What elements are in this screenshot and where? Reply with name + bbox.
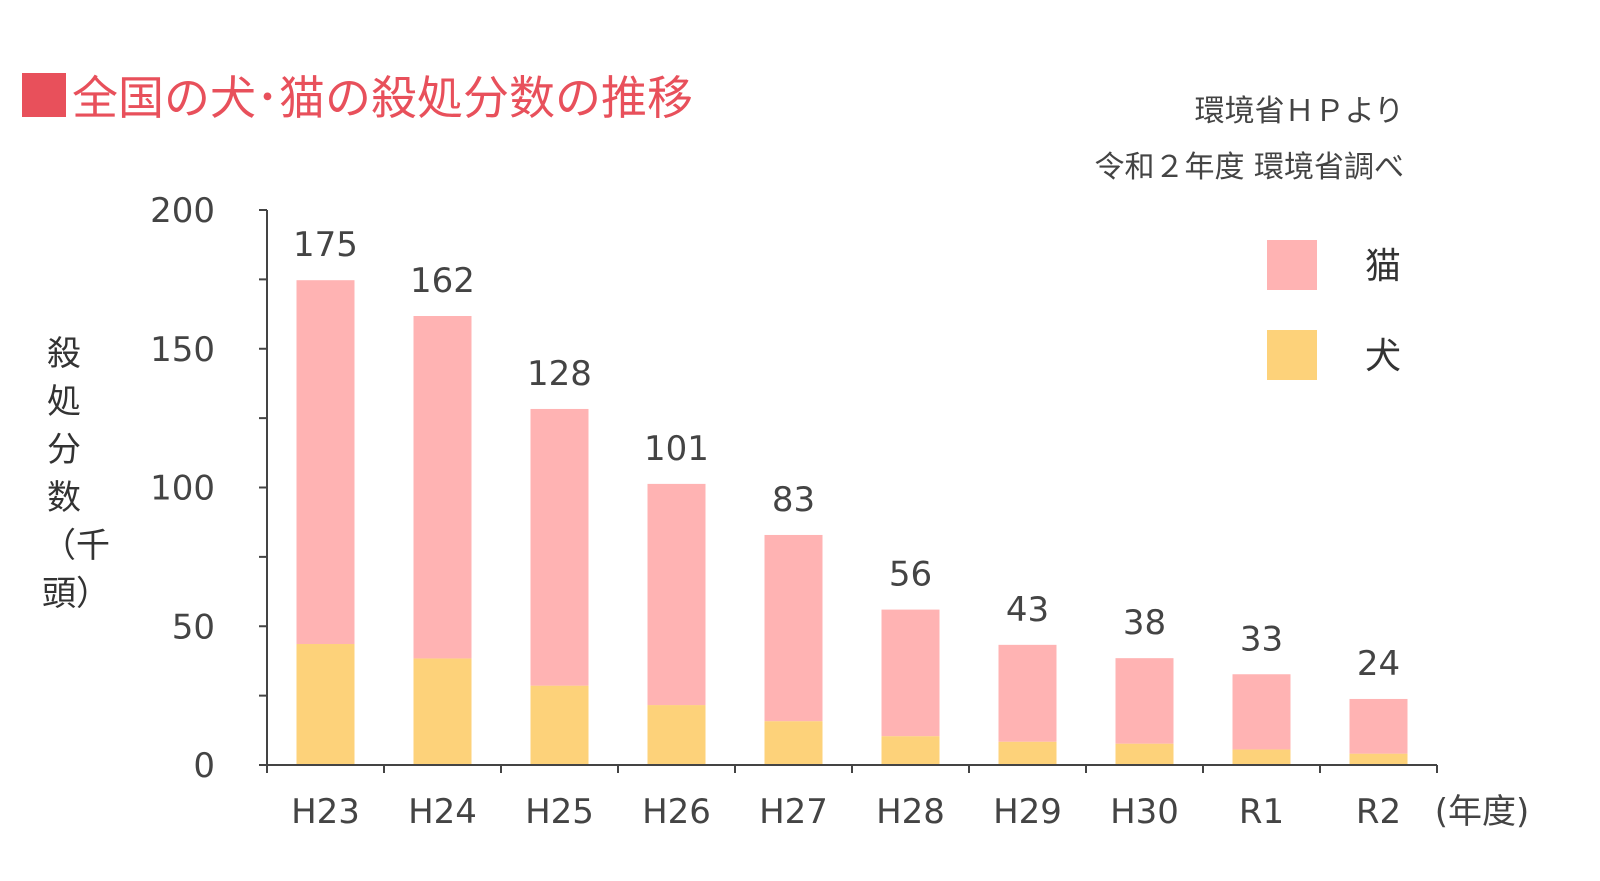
bar-dog [413,658,472,765]
bar-dog [998,741,1057,765]
data-label: 128 [527,354,592,394]
data-label: 101 [644,429,709,469]
x-tick-label: H29 [993,792,1062,832]
legend-swatch-dog [1267,330,1317,380]
data-label: 175 [293,225,358,265]
bar-cat [1349,698,1408,754]
x-tick-label: R1 [1239,792,1284,832]
bar-cat [764,534,823,722]
bar-dog [296,644,355,765]
x-tick-label: H23 [291,792,360,832]
y-tick-label: 0 [193,746,215,786]
data-label: 43 [1006,590,1049,630]
x-tick-label: H24 [408,792,477,832]
legend-label: 犬 [1365,336,1401,377]
data-label: 33 [1240,619,1283,659]
bar-dog [647,705,706,765]
bar-cat [530,408,589,686]
title-text: 全国の犬･猫の殺処分数の推移 [72,71,693,125]
x-tick-label: H28 [876,792,945,832]
x-tick-label: H30 [1110,792,1179,832]
bar-dog [881,736,940,765]
x-tick-label: H27 [759,792,828,832]
y-tick-label: 150 [150,330,215,370]
bar-dog [530,685,589,765]
bar-cat [647,483,706,706]
data-label: 162 [410,261,475,301]
data-label: 83 [772,480,815,520]
bar-dog [1115,743,1174,765]
data-label: 56 [889,555,932,595]
bar-cat [413,316,472,659]
legend-label: 猫 [1365,246,1401,287]
bar-cat [1115,658,1174,744]
x-tick-label: R2 [1356,792,1401,832]
x-tick-label: H26 [642,792,711,832]
source-line-1: 環境省ＨＰより [1194,94,1404,129]
bar-dog [1349,753,1408,765]
bar-dog [764,721,823,765]
bar-cat [1232,674,1291,750]
bar-cat [881,609,940,737]
bar-cat [998,644,1057,742]
data-label: 38 [1123,603,1166,643]
bar-dog [1232,749,1291,765]
y-tick-label: 100 [150,469,215,509]
y-tick-label: 200 [150,191,215,231]
bar-cat [296,280,355,645]
x-tick-label: H25 [525,792,594,832]
data-label: 24 [1357,644,1400,684]
legend-swatch-cat [1267,240,1317,290]
y-tick-label: 50 [172,607,215,647]
x-axis-label: (年度) [1435,792,1530,832]
title-square-icon [22,73,66,117]
chart-title: 全国の犬･猫の殺処分数の推移 [22,62,693,128]
source-line-2: 令和２年度 環境省調べ [1094,150,1404,185]
